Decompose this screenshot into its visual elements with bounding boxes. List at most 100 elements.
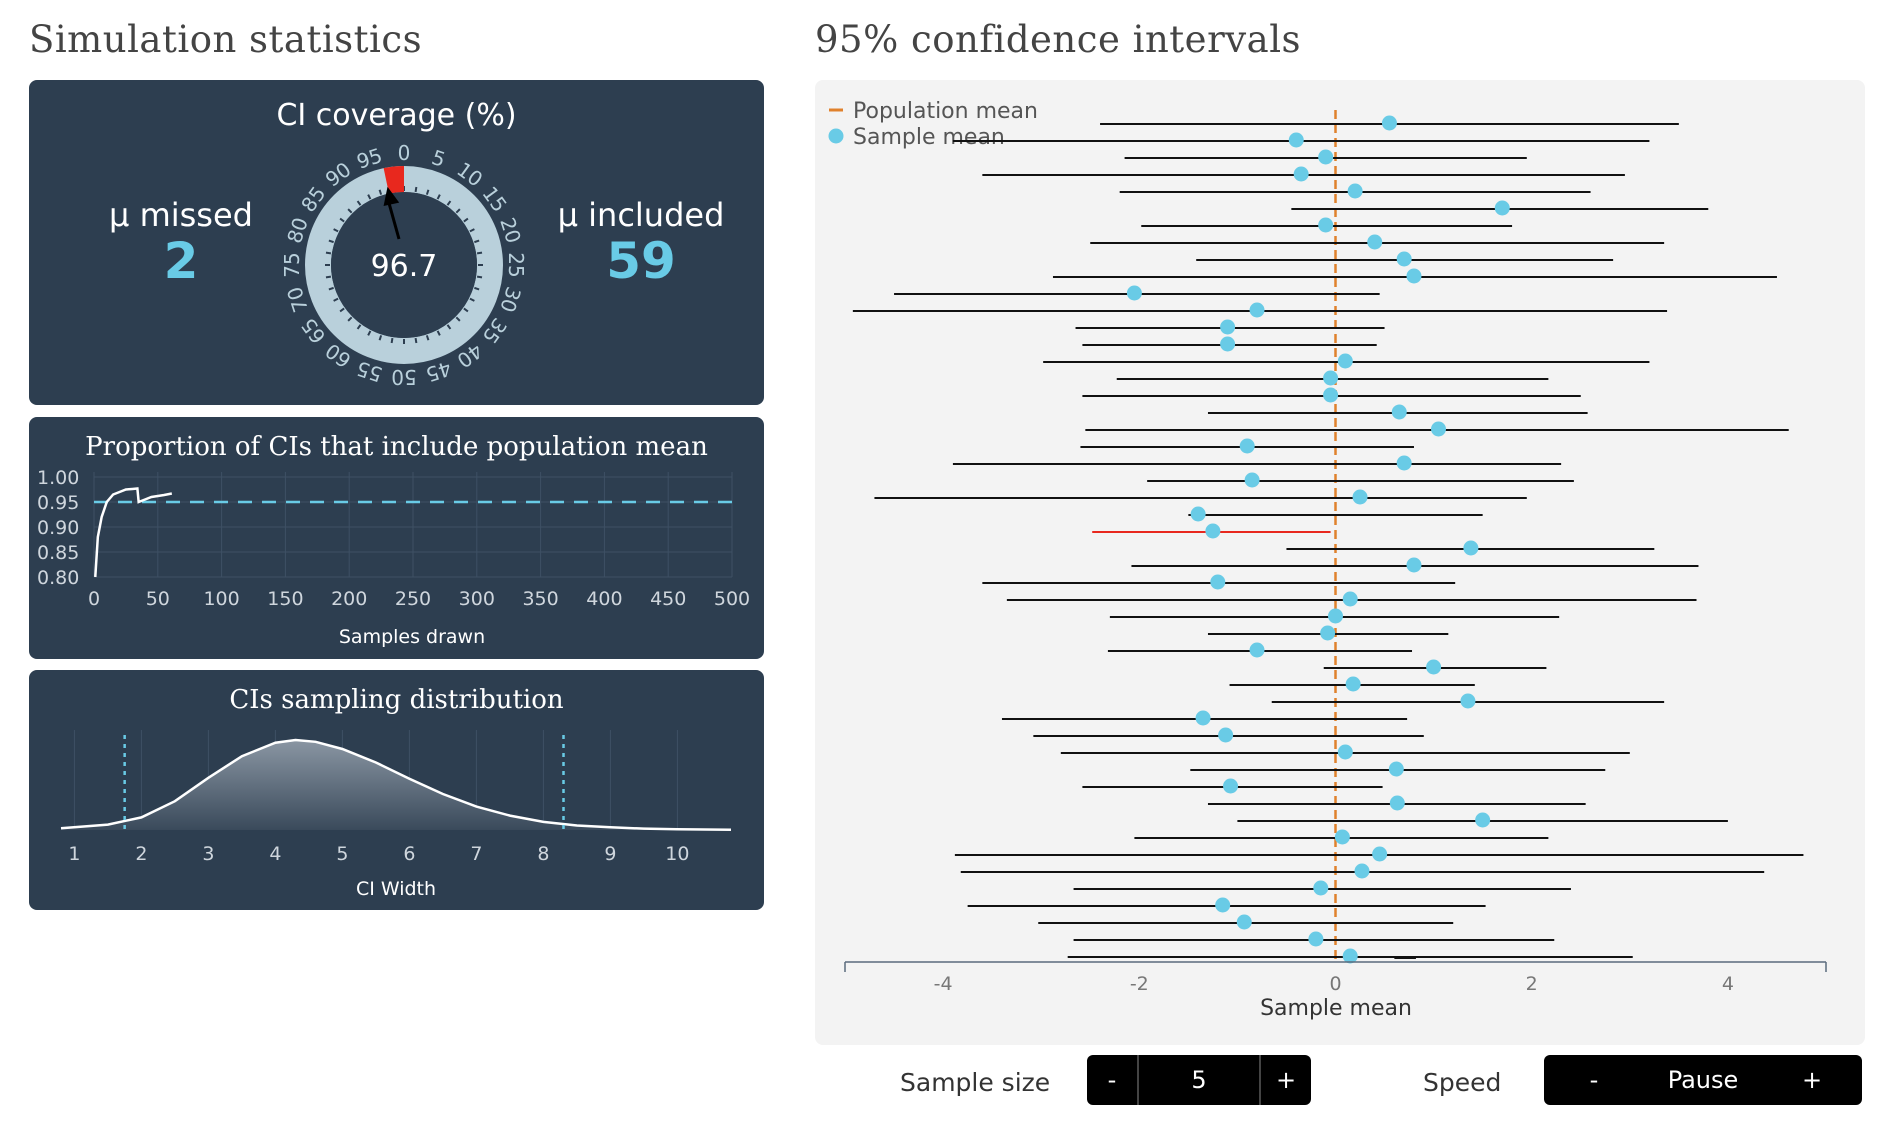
dial-tick-label: 50 <box>391 365 416 389</box>
mu-missed-label: μ missed <box>109 196 253 234</box>
dial-coverage-highlight <box>383 166 404 194</box>
dial-tick <box>446 200 452 206</box>
sample-mean-point <box>1406 268 1422 284</box>
sample-mean-point <box>1372 846 1388 862</box>
sample-mean-point <box>1396 251 1412 267</box>
x-tick-label: 10 <box>665 843 689 865</box>
dial-arrowhead-icon <box>383 186 400 207</box>
sample-size-increase-button[interactable]: + <box>1275 1066 1297 1094</box>
sample-mean-point <box>1293 166 1309 182</box>
sample-mean-point <box>1391 404 1407 420</box>
sample-mean-point <box>1308 931 1324 947</box>
sample-mean-point <box>1223 778 1239 794</box>
x-tick-label: -4 <box>934 973 953 995</box>
coverage-value: 96.7 <box>371 249 438 284</box>
left-section-title: Simulation statistics <box>29 18 423 61</box>
dial-tick <box>367 194 372 200</box>
sample-size-value[interactable]: 5 <box>1191 1066 1207 1094</box>
speed-label: Speed <box>1423 1068 1502 1097</box>
sample-mean-point <box>1367 234 1383 250</box>
dial-tick <box>333 228 339 233</box>
stepper-divider <box>1137 1055 1139 1105</box>
dial-tick <box>356 200 362 206</box>
speed-control: - Pause + <box>1544 1055 1862 1105</box>
sample-size-decrease-button[interactable]: - <box>1107 1066 1117 1094</box>
mu-included-label: μ included <box>557 196 725 234</box>
pause-button[interactable]: Pause <box>1667 1066 1739 1094</box>
x-tick-label: -2 <box>1130 973 1149 995</box>
sample-mean-point <box>1236 914 1252 930</box>
proportion-chart: 0 50 100 150 200 250 300 350 400 450 500 1.00 0.95 0.… <box>37 467 750 648</box>
dial-tick-label: 75 <box>280 252 304 277</box>
dial-tick-label: 0 <box>398 141 411 165</box>
x-tick-label: 4 <box>1722 973 1734 995</box>
x-tick-label: 0 <box>88 588 100 610</box>
distribution-curve <box>60 738 732 831</box>
proportion-title: Proportion of CIs that include populatio… <box>85 432 708 462</box>
distribution-panel: CIs sampling distribution 1 2 3 4 5 6 7 8 9 10 CI … <box>29 670 764 910</box>
dial-tick <box>378 189 383 195</box>
x-tick-label: 300 <box>459 588 495 610</box>
y-tick-label: 0.85 <box>37 542 79 564</box>
sample-mean-point <box>1475 812 1491 828</box>
x-tick-label: 5 <box>336 843 348 865</box>
x-tick-label: 1 <box>68 843 80 865</box>
sample-mean-point <box>1215 897 1231 913</box>
sample-mean-point <box>1249 302 1265 318</box>
x-tick-label: 6 <box>403 843 415 865</box>
dial-tick <box>414 186 418 193</box>
sample-mean-point <box>1463 540 1479 556</box>
dial-tick <box>469 228 475 233</box>
sample-mean-point <box>1347 183 1363 199</box>
sample-size-stepper: - 5 + <box>1087 1055 1311 1105</box>
dial-tick <box>347 208 353 214</box>
speed-increase-button[interactable]: + <box>1801 1066 1823 1094</box>
x-tick-label: 150 <box>267 588 303 610</box>
distribution-title: CIs sampling distribution <box>229 685 564 715</box>
dial-tick <box>474 239 480 244</box>
sample-mean-point <box>1352 489 1368 505</box>
sample-mean-point <box>1389 795 1405 811</box>
dial-tick <box>356 324 362 330</box>
ci-chart: Population mean Sample mean -4 -2 0 2 4 Samp… <box>828 99 1827 1021</box>
x-tick-label: 450 <box>650 588 686 610</box>
x-tick-label: 2 <box>1526 973 1538 995</box>
dial-tick <box>469 297 475 302</box>
sample-mean-point <box>1220 319 1236 335</box>
ci-panel: Population mean Sample mean -4 -2 0 2 4 Samp… <box>815 80 1865 1045</box>
x-tick-label: 9 <box>604 843 616 865</box>
sample-mean-point <box>1323 387 1339 403</box>
x-tick-label: 8 <box>537 843 549 865</box>
y-tick-label: 0.95 <box>37 492 79 514</box>
x-tick-label: 500 <box>714 588 750 610</box>
dial-tick <box>328 286 334 291</box>
coverage-line <box>94 487 173 578</box>
distribution-chart: 1 2 3 4 5 6 7 8 9 10 CI Width <box>60 730 732 900</box>
x-tick-label: 3 <box>202 843 214 865</box>
dial-tick <box>436 330 441 336</box>
x-tick-label: 7 <box>470 843 482 865</box>
sample-mean-point <box>1190 506 1206 522</box>
speed-decrease-button[interactable]: - <box>1589 1066 1599 1094</box>
proportion-xlabel: Samples drawn <box>339 626 485 648</box>
dial-tick <box>325 251 332 255</box>
mu-included-value: 59 <box>606 232 676 290</box>
sample-mean-point <box>1244 472 1260 488</box>
y-tick-label: 0.80 <box>37 567 79 589</box>
x-tick-label: 2 <box>135 843 147 865</box>
sample-mean-point <box>1431 421 1447 437</box>
proportion-panel: Proportion of CIs that include populatio… <box>29 417 764 659</box>
sample-mean-point <box>1406 557 1422 573</box>
dial-tick <box>446 324 452 330</box>
sample-size-label: Sample size <box>900 1068 1051 1097</box>
dial-tick <box>474 286 480 291</box>
sample-mean-point <box>1313 880 1329 896</box>
x-tick-label: 0 <box>1329 973 1341 995</box>
x-tick-label: 400 <box>586 588 622 610</box>
sample-mean-point <box>1218 727 1234 743</box>
dial-tick <box>325 275 332 279</box>
x-tick-label: 350 <box>522 588 558 610</box>
dial-tick <box>455 316 461 322</box>
sample-mean-point <box>1354 863 1370 879</box>
